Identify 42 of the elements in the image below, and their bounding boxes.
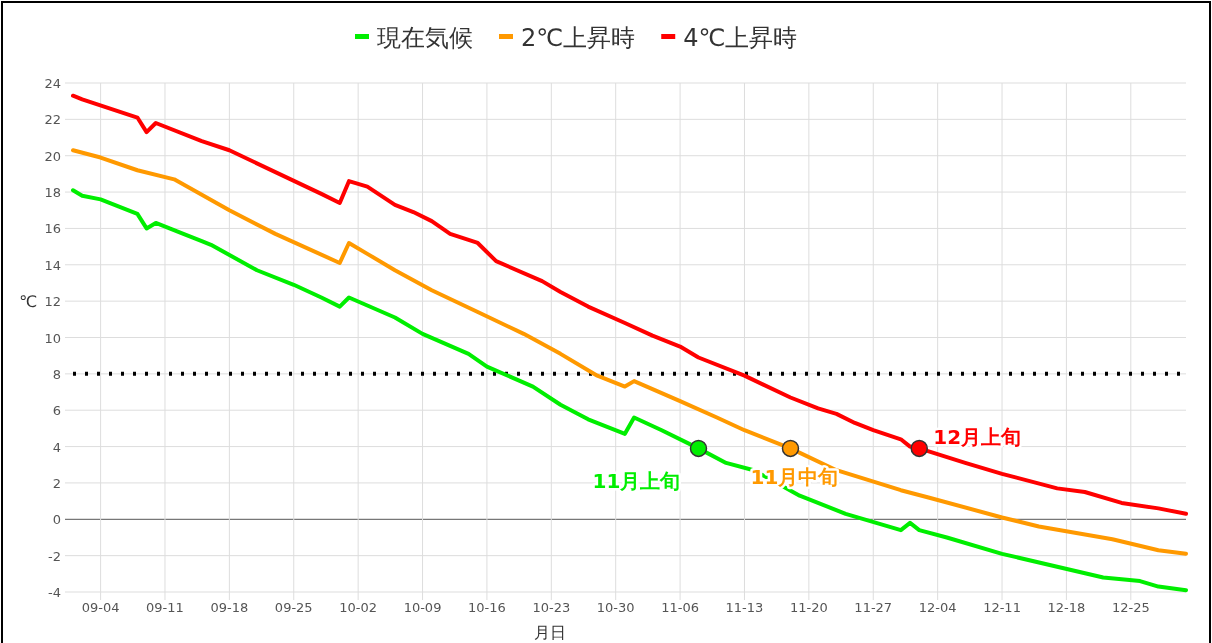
- line-series: [71, 188, 1188, 593]
- y-tick-label: 10: [44, 330, 61, 346]
- y-tick-label: 4: [52, 439, 61, 455]
- x-tick-label: 11-06: [661, 600, 699, 615]
- y-tick-label: 12: [44, 294, 61, 310]
- y-tick-label: 22: [44, 112, 61, 128]
- x-tick-label: 11-20: [789, 600, 828, 615]
- x-tick-label: 09-18: [210, 600, 249, 615]
- x-tick-label: 10-09: [403, 600, 442, 615]
- x-tick-label: 11-27: [854, 600, 893, 615]
- series-label: 12月上旬: [933, 425, 1022, 450]
- x-tick-label: 10-02: [339, 600, 378, 615]
- x-tick-label: 12-18: [1047, 600, 1086, 615]
- x-tick-label: 09-25: [274, 600, 313, 615]
- legend-label: 2℃上昇時: [521, 24, 636, 52]
- x-tick-label: 10-30: [596, 600, 635, 615]
- x-axis-title: 月日: [533, 623, 566, 642]
- x-tick-label: 09-11: [146, 600, 184, 615]
- legend-label: 4℃上昇時: [683, 24, 798, 52]
- x-tick-label: 10-23: [532, 600, 571, 615]
- x-tick-label: 09-04: [81, 600, 120, 615]
- y-tick-label: 24: [44, 76, 61, 91]
- y-tick-label: 20: [44, 148, 61, 164]
- y-tick-label: 14: [44, 257, 61, 273]
- x-tick-label: 12-11: [983, 600, 1021, 615]
- series-label: 11月上旬: [592, 469, 681, 494]
- line-series: [71, 93, 1188, 516]
- x-tick-label: 10-16: [468, 600, 506, 615]
- y-tick-label: 16: [44, 221, 61, 237]
- x-tick-label: 12-25: [1111, 600, 1150, 615]
- line-series: [71, 148, 1188, 556]
- y-tick-label: 18: [44, 185, 61, 201]
- y-tick-label: 0: [52, 512, 61, 528]
- y-axis-title: ℃: [19, 292, 38, 312]
- x-tick-label: 12-04: [918, 600, 957, 615]
- legend-label: 現在気候: [377, 24, 473, 52]
- x-tick-label: 11-13: [725, 600, 764, 615]
- y-tick-label: 6: [52, 403, 61, 419]
- y-tick-label: 8: [52, 366, 61, 382]
- y-tick-label: 2: [52, 475, 61, 491]
- y-tick-label: -4: [48, 585, 61, 600]
- y-tick-label: -2: [48, 548, 61, 564]
